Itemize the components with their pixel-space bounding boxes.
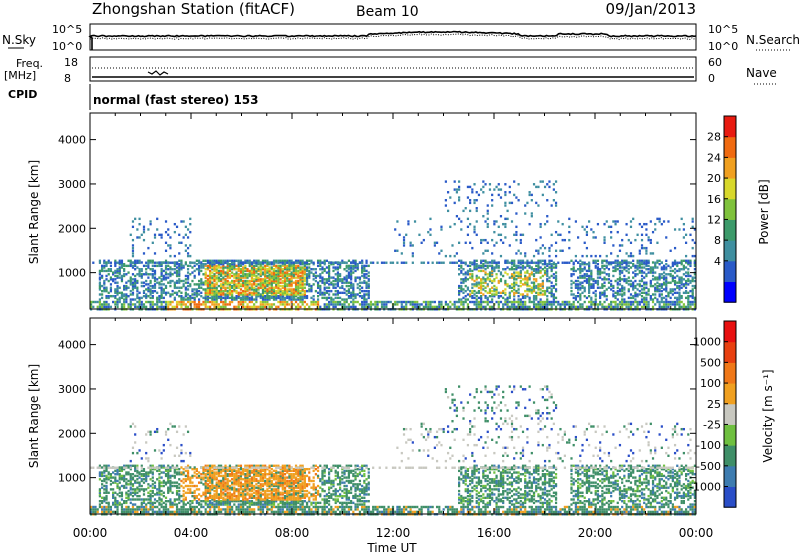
colorbar-swatch [724, 116, 736, 138]
colorbar-swatch [724, 465, 736, 488]
velocity-x-ticks [89, 318, 697, 514]
freq-tick-top: 18 [64, 56, 78, 69]
x-tick-label: 12:00 [376, 526, 411, 540]
velocity-ylabel: Slant Range [km] [27, 364, 41, 468]
colorbar-tick-label: 24 [707, 151, 721, 164]
x-tick-label: 20:00 [578, 526, 613, 540]
colorbar-swatch [724, 219, 736, 241]
colorbar-swatch [724, 383, 736, 405]
colorbar-tick-label: 4 [714, 255, 721, 268]
velocity-y-axis: 4000 3000 2000 1000 [58, 339, 696, 485]
colorbar-tick-label: 8 [714, 234, 721, 247]
nave-label: Nave [746, 66, 777, 80]
y-tick-label: 1000 [58, 472, 86, 485]
x-tick-label: 16:00 [477, 526, 512, 540]
date-title: 09/Jan/2013 [606, 0, 697, 18]
nsky-trace [88, 30, 697, 50]
colorbar-frame [723, 320, 737, 508]
time-axis-title: Time UT [366, 541, 417, 554]
colorbar-tick-label: 12 [707, 213, 721, 226]
nsearch-trace [89, 33, 697, 41]
colorbar-tick-label: -500 [696, 460, 721, 473]
freq-label-bottom: [MHz] [4, 69, 36, 82]
velocity-panel-frame [89, 317, 697, 515]
cpid-label: CPID [8, 88, 37, 101]
colorbar-swatch [724, 281, 736, 303]
y-tick-label: 2000 [58, 427, 86, 440]
colorbar-tick-label: 1000 [693, 336, 721, 349]
power-y-axis: 4000 3000 2000 1000 [58, 134, 696, 280]
colorbar-swatch [724, 403, 736, 425]
colorbar-tick-label: -100 [696, 439, 721, 452]
colorbar-tick-label: 16 [707, 193, 721, 206]
nsky-tick-top: 10^5 [52, 23, 82, 36]
nsky-label: N.Sky [2, 33, 36, 47]
strip-nsky: N.Sky 10^5 10^0 10^5 10^0 N.Search [2, 23, 800, 53]
colorbar-swatch [724, 341, 736, 363]
colorbar-tick-label: 100 [700, 377, 721, 390]
colorbar-tick-label: 28 [707, 131, 721, 144]
nsky-tick-bottom: 10^0 [52, 40, 82, 53]
colorbar-frame [723, 115, 737, 303]
y-tick-label: 1000 [58, 267, 86, 280]
power-panel: 4000 3000 2000 1000 Slant Range [km] 28 24 20… [27, 112, 771, 311]
y-tick-label: 4000 [58, 134, 86, 147]
power-ylabel: Slant Range [km] [27, 160, 41, 264]
colorbar-swatch [724, 445, 736, 467]
beam-title: Beam 10 [356, 4, 419, 20]
colorbar-tick-label: -25 [703, 418, 721, 431]
x-tick-label: 04:00 [174, 526, 209, 540]
power-cbar-label: Power [dB] [757, 179, 771, 244]
velocity-panel: 4000 3000 2000 1000 Slant Range [km] 1000 50… [27, 317, 775, 516]
colorbar-tick-label: 25 [707, 398, 721, 411]
nave-tick-top: 60 [708, 56, 722, 69]
strip-freq-frame [89, 56, 697, 82]
power-x-ticks [89, 113, 697, 309]
x-tick-label: 00:00 [73, 526, 108, 540]
colorbar-swatch [724, 362, 736, 384]
velocity-data [90, 385, 696, 516]
time-axis-labels: 00:00 04:00 08:00 12:00 16:00 20:00 00:00 [73, 526, 714, 540]
y-tick-label: 4000 [58, 339, 86, 352]
colorbar-swatch [724, 260, 736, 283]
colorbar-tick-label: -1000 [689, 481, 721, 494]
y-tick-label: 2000 [58, 222, 86, 235]
freq-label-top: Freq. [16, 57, 43, 70]
nave-tick-bottom: 0 [708, 72, 715, 85]
station-title: Zhongshan Station (fitACF) [92, 0, 295, 18]
colorbar-swatch [724, 178, 736, 200]
colorbar-swatch [724, 424, 736, 446]
velocity-colorbar: 1000 500 100 25 -25 -100 -500 -1000 [689, 320, 737, 508]
strip-nsky-frame [89, 23, 697, 51]
nsearch-label: N.Search [746, 33, 800, 47]
colorbar-swatch [724, 157, 736, 179]
y-tick-label: 3000 [58, 178, 86, 191]
cpid-text: normal (fast stereo) 153 [93, 93, 259, 107]
y-tick-label: 3000 [58, 383, 86, 396]
power-data [90, 180, 696, 311]
power-colorbar: 28 24 20 16 12 8 4 [707, 115, 737, 303]
freq-tick-bottom: 8 [64, 72, 71, 85]
colorbar-tick-label: 500 [700, 356, 721, 369]
colorbar-swatch [724, 486, 736, 508]
velocity-cbar-label: Velocity [m s⁻¹] [761, 369, 775, 462]
nsearch-tick-bottom: 10^0 [708, 40, 738, 53]
colorbar-swatch [724, 136, 736, 158]
nave-dip [147, 70, 169, 76]
x-tick-label: 08:00 [275, 526, 310, 540]
colorbar-swatch [724, 240, 736, 262]
nsearch-tick-top: 10^5 [708, 23, 738, 36]
colorbar-swatch [724, 198, 736, 220]
colorbar-tick-label: 20 [707, 172, 721, 185]
strip-freq: Freq. [MHz] 18 8 60 0 Nave [4, 56, 778, 85]
x-tick-label: 00:00 [679, 526, 714, 540]
colorbar-swatch [724, 321, 736, 343]
